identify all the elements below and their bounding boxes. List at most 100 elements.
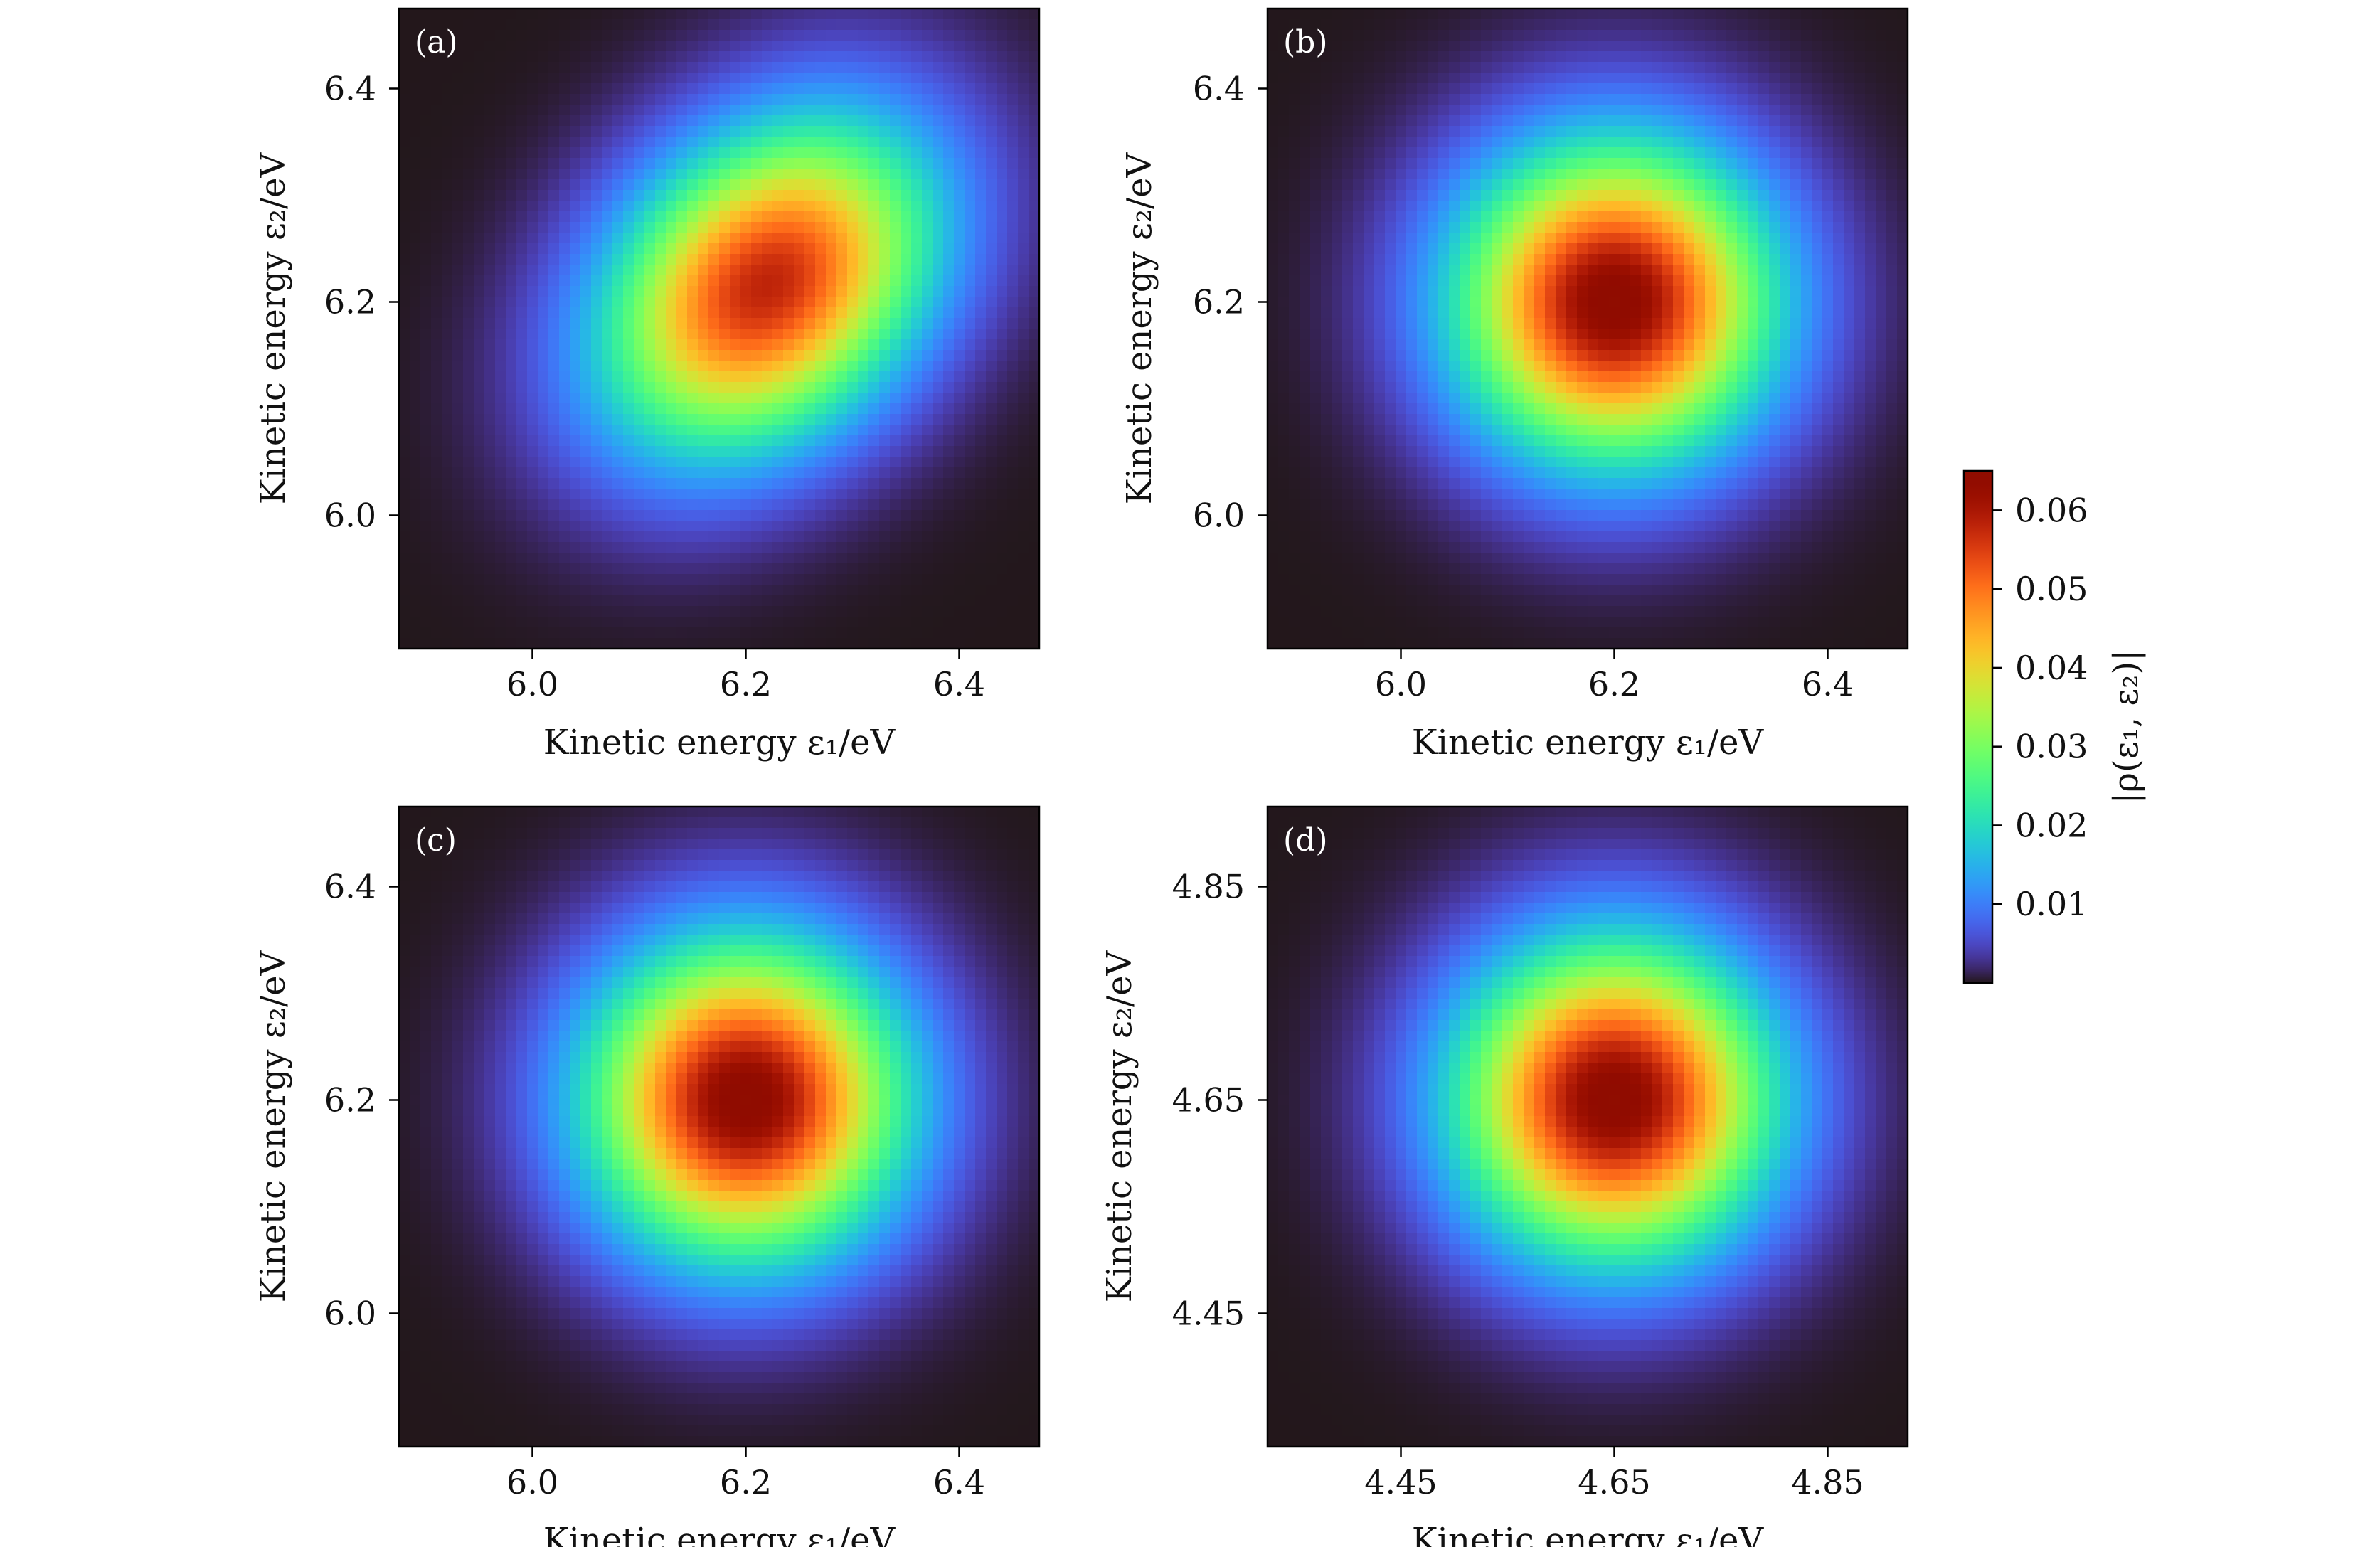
heatmap-cell [612,382,624,393]
heatmap-cell [602,243,613,255]
heatmap-cell [1300,233,1311,244]
heatmap-cell [762,595,773,607]
heatmap-cell [634,542,645,553]
heatmap-cell [783,83,795,95]
heatmap-cell [794,222,805,233]
heatmap-cell [1018,478,1029,489]
heatmap-cell [527,574,538,585]
heatmap-cell [965,361,976,372]
heatmap-cell [708,9,720,20]
heatmap-cell [484,339,496,351]
heatmap-cell [1641,201,1652,212]
heatmap-cell [954,297,965,308]
heatmap-cell [399,105,410,116]
heatmap-cell [602,521,613,532]
heatmap-cell [548,595,560,607]
heatmap-cell [431,361,442,372]
heatmap-cell [1620,51,1631,63]
heatmap-cell [1609,83,1620,95]
heatmap-cell [591,211,602,223]
heatmap-cell [1833,51,1844,63]
heatmap-cell [783,126,795,137]
heatmap-cell [986,41,997,52]
heatmap-cell [687,467,698,479]
heatmap-cell [1662,158,1674,169]
heatmap-cell [890,467,901,479]
heatmap-cell [548,361,560,372]
heatmap-cell [495,307,506,319]
heatmap-cell [1417,62,1428,73]
heatmap-cell [1577,126,1588,137]
heatmap-cell [879,531,891,543]
heatmap-cell [933,275,944,287]
heatmap-cell [783,9,795,20]
heatmap-cell [986,105,997,116]
heatmap-cell [826,147,837,159]
heatmap-cell [506,457,517,468]
heatmap-cell [506,83,517,95]
heatmap-cell [1662,179,1674,191]
heatmap-cell [698,286,709,297]
heatmap-cell [1556,137,1567,148]
heatmap-cell [666,371,677,383]
heatmap-cell [644,574,656,585]
heatmap-cell [516,243,528,255]
heatmap-cell [1780,179,1791,191]
heatmap-cell [666,467,677,479]
heatmap-cell [516,382,528,393]
heatmap-cell [484,169,496,180]
heatmap-cell [538,62,549,73]
heatmap-cell [986,83,997,95]
heatmap-cell [644,382,656,393]
heatmap-cell [1716,51,1727,63]
heatmap-cell [634,158,645,169]
heatmap-cell [954,435,965,447]
heatmap-cell [815,190,827,201]
heatmap-cell [1758,158,1770,169]
heatmap-cell [410,563,421,575]
heatmap-cell [602,73,613,84]
heatmap-cell [1833,73,1844,84]
heatmap-cell [1364,83,1375,95]
heatmap-cell [1321,83,1332,95]
heatmap-cell [1018,350,1029,361]
heatmap-cell [1876,30,1887,41]
heatmap-cell [965,9,976,20]
heatmap-cell [1374,126,1386,137]
heatmap-cell [836,574,848,585]
heatmap-cell [1018,201,1029,212]
heatmap-cell [751,478,763,489]
heatmap-cell [901,489,912,500]
heatmap-cell [1598,147,1610,159]
heatmap-cell [1694,19,1706,31]
heatmap-cell [997,489,1008,500]
heatmap-cell [1748,201,1759,212]
heatmap-cell [783,41,795,52]
heatmap-cell [516,606,528,617]
heatmap-cell [676,371,688,383]
heatmap-cell [740,542,752,553]
heatmap-cell [452,83,464,95]
heatmap-cell [868,489,880,500]
heatmap-cell [922,371,933,383]
heatmap-cell [698,41,709,52]
heatmap-cell [804,201,816,212]
heatmap-cell [666,115,677,127]
heatmap-cell [772,499,784,511]
heatmap-cell [570,510,581,521]
heatmap-cell [1716,9,1727,20]
heatmap-cell [804,41,816,52]
heatmap-cell [815,169,827,180]
heatmap-cell [1780,83,1791,95]
heatmap-cell [708,243,720,255]
heatmap-cell [474,30,485,41]
heatmap-cell [1007,361,1019,372]
heatmap-cell [570,275,581,287]
heatmap-cell [1726,73,1738,84]
heatmap-cell [1716,137,1727,148]
heatmap-cell [751,446,763,457]
heatmap-cell [410,201,421,212]
heatmap-cell [548,233,560,244]
heatmap-cell [1556,51,1567,63]
